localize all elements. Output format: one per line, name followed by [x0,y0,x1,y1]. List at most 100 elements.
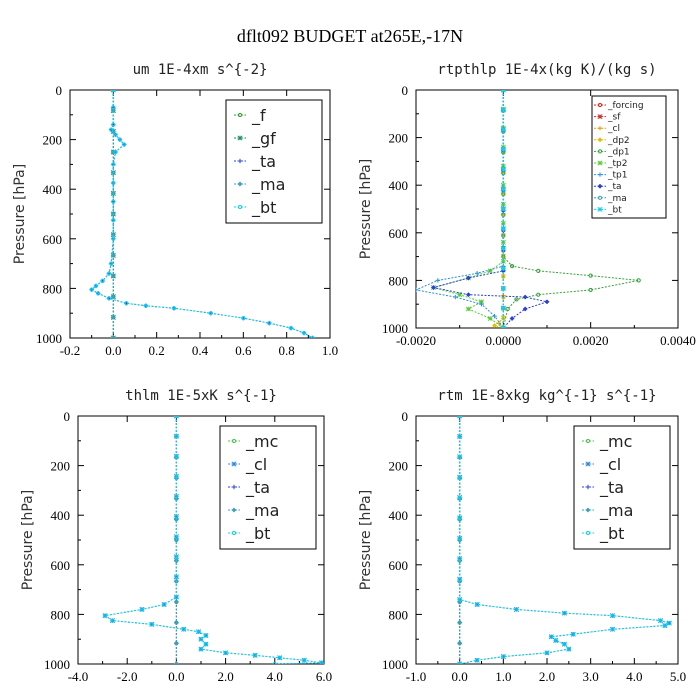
legend-label: _cl [599,455,621,475]
legend-marker [231,438,237,444]
data-point [514,607,519,612]
legend-marker [237,204,243,210]
data-point [174,416,179,419]
data-point [117,137,122,142]
data-point [475,602,480,607]
data-point [109,127,114,132]
series-group [416,90,641,328]
data-point [513,606,519,612]
data-point [223,650,228,655]
data-point [465,306,471,312]
legend: _forcing _sf_cl _dp2_dp1 _tp2 _tp1_ta _ma_bt [591,95,667,219]
data-point [474,271,480,276]
data-point [430,284,437,291]
y-tick-label: 200 [43,133,63,148]
data-point [241,316,246,321]
x-tick-label: 0.6 [235,343,252,358]
data-point [110,314,116,320]
data-point [110,294,116,300]
chart-panel-4: rtm 1E-8xkg kg^{-1} s^{-1} Pressure [hPa]… [358,388,686,684]
panel-title: rtm 1E-8xkg kg^{-1} s^{-1} [437,388,656,404]
data-point [500,654,506,660]
x-tick-label: -0.2 [60,343,81,358]
data-point [161,601,167,607]
data-point [203,642,209,647]
data-point [536,292,541,297]
y-tick-label: 800 [389,607,409,622]
legend-label: _tp1 [607,171,627,181]
data-point [106,271,112,276]
data-point [106,296,112,301]
data-point [500,258,506,264]
data-point [667,620,672,626]
data-point [566,647,571,652]
data-point [174,554,179,559]
series-line-bt [103,416,322,664]
y-tick-label: 200 [389,459,409,474]
data-point [465,275,471,281]
legend-marker [585,461,591,467]
data-point [479,302,484,307]
x-tick-label: 4.0 [267,669,283,684]
series-group [89,90,315,338]
data-point [500,90,506,93]
legend-marker [231,507,237,513]
y-axis-label: Pressure [hPa] [358,490,374,590]
data-point [658,618,663,623]
data-point [457,536,462,541]
panel-title: um 1E-4xm s^{-2} [133,62,268,78]
data-point [610,613,615,618]
y-tick-label: 600 [389,226,409,241]
x-tick-label: 0.2 [149,343,165,358]
data-point [487,268,493,274]
x-tick-label: 2.0 [217,669,233,684]
data-point [122,142,127,147]
data-point [110,273,116,279]
data-point [500,127,506,133]
data-point [267,321,272,326]
legend-marker [231,461,237,467]
x-tick-label: 0.8 [279,343,295,358]
data-point [457,292,463,298]
y-tick-label: 200 [389,131,409,146]
data-point [110,618,115,623]
data-point [457,661,462,664]
data-point [636,278,641,283]
data-point [457,495,462,500]
data-point [509,264,515,269]
x-tick-label: 6.0 [316,669,332,684]
panel-title: rtpthlp 1E-4x(kg K)/(kg s) [437,62,656,78]
data-point [174,474,179,479]
data-point [457,434,462,439]
data-point [505,306,510,312]
y-tick-label: 0 [402,409,409,424]
data-point [457,454,462,459]
data-point [475,658,480,663]
data-point [173,620,179,626]
data-point [174,514,179,519]
data-point [113,149,118,155]
data-point [173,514,179,520]
data-point [457,475,462,480]
legend-label: _ma [599,501,633,521]
legend-marker [237,181,243,187]
x-tick-label: -0.0020 [396,333,436,348]
data-point [203,633,209,638]
data-point [111,122,116,127]
legend-marker [597,126,603,131]
legend-label: _sf [607,113,621,123]
data-point [465,292,471,298]
data-point [522,306,528,312]
data-point [435,278,441,283]
series-group [457,416,672,664]
legend-marker [597,102,603,108]
data-point [501,654,506,659]
legend-box [591,95,667,219]
legend-label: _bt [607,205,622,215]
data-point [553,638,558,643]
data-point [196,629,201,634]
data-point [453,294,458,300]
data-point [174,434,179,439]
data-point [500,206,506,212]
